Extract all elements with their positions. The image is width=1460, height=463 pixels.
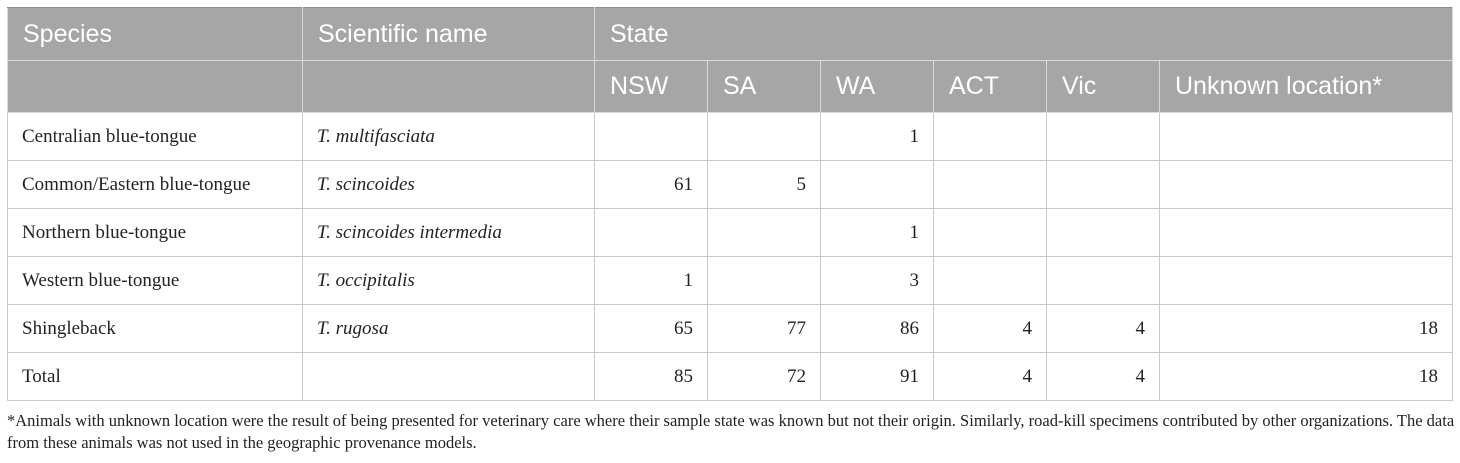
table-header: Species Scientific name State NSW SA WA … (7, 7, 1454, 113)
table-row: Common/Eastern blue-tongue T. scincoides… (7, 160, 1454, 209)
total-cell: 91 (820, 352, 934, 401)
table-row: Northern blue-tongue T. scincoides inter… (7, 208, 1454, 257)
scientific-name-cell: T. scincoides intermedia (302, 208, 595, 257)
table-body: Centralian blue-tongue T. multifasciata … (7, 112, 1454, 401)
scientific-name-cell: T. rugosa (302, 304, 595, 353)
count-cell: 18 (1158, 304, 1454, 353)
count-cell (707, 208, 821, 257)
scientific-name-cell (302, 352, 595, 401)
species-cell: Total (7, 352, 303, 401)
count-cell (933, 256, 1047, 305)
count-cell (933, 112, 1047, 161)
species-cell: Shingleback (7, 304, 303, 353)
total-cell: 4 (1046, 352, 1160, 401)
count-cell (820, 160, 934, 209)
table-footnote: *Animals with unknown location were the … (7, 411, 1455, 452)
table-container: Species Scientific name State NSW SA WA … (7, 7, 1454, 401)
scientific-name-cell: T. multifasciata (302, 112, 595, 161)
species-cell: Northern blue-tongue (7, 208, 303, 257)
header-state-unknown: Unknown location* (1158, 60, 1454, 113)
header-blank (7, 60, 303, 113)
count-cell (594, 208, 708, 257)
count-cell: 61 (594, 160, 708, 209)
header-state-nsw: NSW (594, 60, 708, 113)
count-cell (1046, 208, 1160, 257)
scientific-name-cell: T. occipitalis (302, 256, 595, 305)
species-cell: Western blue-tongue (7, 256, 303, 305)
header-row-primary: Species Scientific name State (7, 7, 1454, 61)
count-cell (1046, 256, 1160, 305)
count-cell: 1 (820, 112, 934, 161)
count-cell (1046, 160, 1160, 209)
count-cell: 1 (594, 256, 708, 305)
count-cell (1158, 256, 1454, 305)
count-cell: 77 (707, 304, 821, 353)
total-cell: 18 (1158, 352, 1454, 401)
count-cell: 4 (933, 304, 1047, 353)
count-cell (594, 112, 708, 161)
header-state-vic: Vic (1046, 60, 1160, 113)
header-scientific-name: Scientific name (302, 7, 595, 61)
count-cell: 3 (820, 256, 934, 305)
count-cell (933, 160, 1047, 209)
header-row-states: NSW SA WA ACT Vic Unknown location* (7, 60, 1454, 113)
header-state-wa: WA (820, 60, 934, 113)
scientific-name-cell: T. scincoides (302, 160, 595, 209)
table-row: Western blue-tongue T. occipitalis 1 3 (7, 256, 1454, 305)
total-cell: 4 (933, 352, 1047, 401)
count-cell (1158, 208, 1454, 257)
header-blank (302, 60, 595, 113)
total-cell: 72 (707, 352, 821, 401)
count-cell: 5 (707, 160, 821, 209)
species-state-table: Species Scientific name State NSW SA WA … (7, 7, 1454, 401)
count-cell (1158, 160, 1454, 209)
table-row: Shingleback T. rugosa 65 77 86 4 4 18 (7, 304, 1454, 353)
species-cell: Centralian blue-tongue (7, 112, 303, 161)
header-species: Species (7, 7, 303, 61)
count-cell: 4 (1046, 304, 1160, 353)
count-cell (1158, 112, 1454, 161)
count-cell: 1 (820, 208, 934, 257)
count-cell: 86 (820, 304, 934, 353)
species-cell: Common/Eastern blue-tongue (7, 160, 303, 209)
count-cell (707, 256, 821, 305)
count-cell: 65 (594, 304, 708, 353)
count-cell (1046, 112, 1160, 161)
total-cell: 85 (594, 352, 708, 401)
count-cell (707, 112, 821, 161)
header-state-sa: SA (707, 60, 821, 113)
header-state: State (593, 7, 1454, 61)
header-state-act: ACT (933, 60, 1047, 113)
table-row: Centralian blue-tongue T. multifasciata … (7, 112, 1454, 161)
total-row: Total 85 72 91 4 4 18 (7, 352, 1454, 401)
count-cell (933, 208, 1047, 257)
